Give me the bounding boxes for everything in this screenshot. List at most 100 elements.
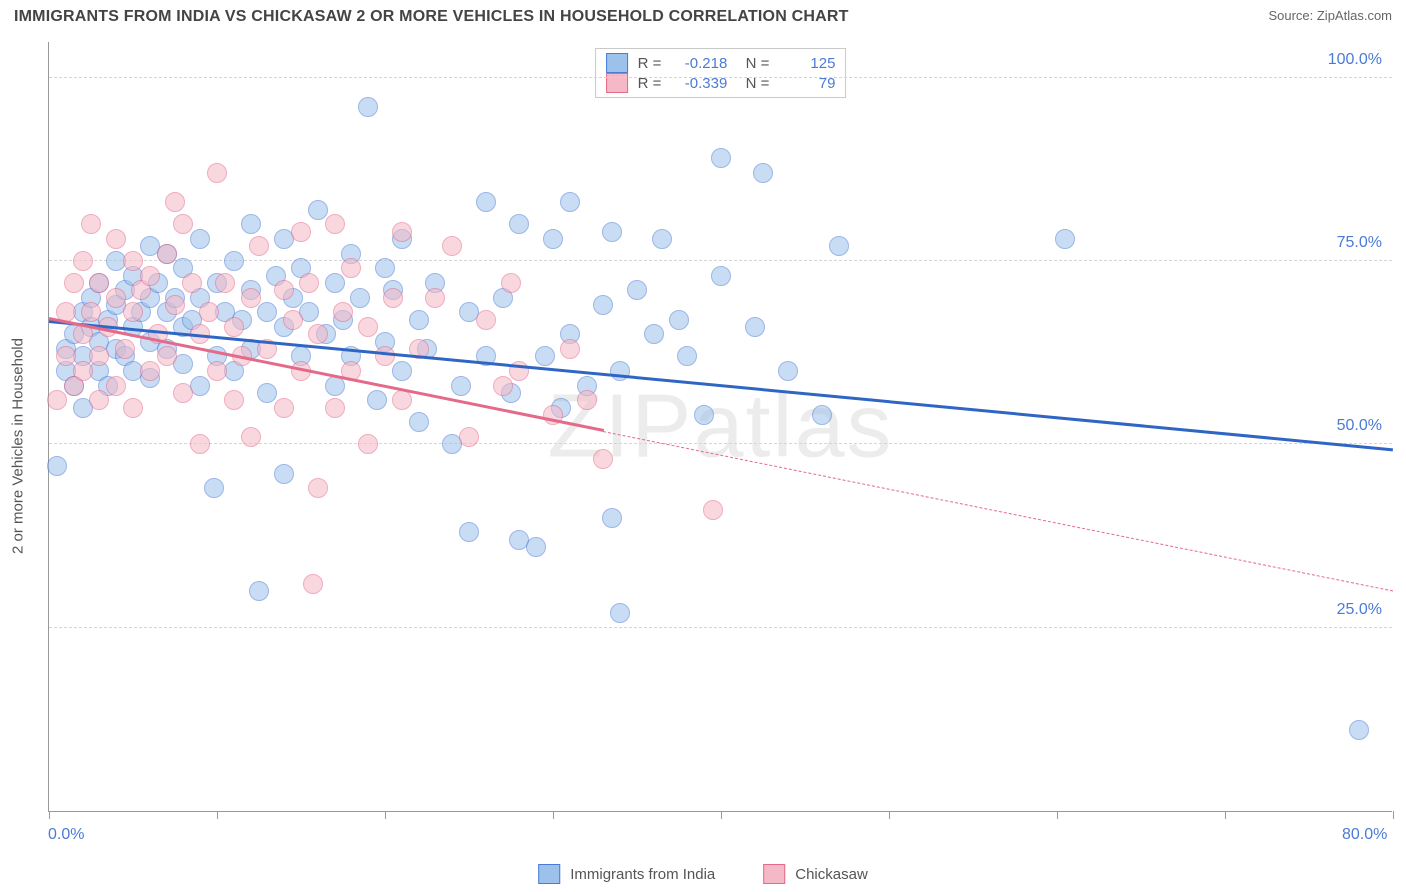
data-point xyxy=(190,434,210,454)
y-tick-label: 25.0% xyxy=(1333,601,1386,619)
legend-label: Immigrants from India xyxy=(570,866,715,883)
data-point xyxy=(602,508,622,528)
data-point xyxy=(123,302,143,322)
data-point xyxy=(560,192,580,212)
data-point xyxy=(711,148,731,168)
data-point xyxy=(89,273,109,293)
data-point xyxy=(249,581,269,601)
data-point xyxy=(257,302,277,322)
x-tick xyxy=(1393,811,1394,819)
y-axis-label: 2 or more Vehicles in Household xyxy=(10,338,27,554)
y-tick-label: 50.0% xyxy=(1333,417,1386,435)
data-point xyxy=(204,478,224,498)
data-point xyxy=(274,280,294,300)
data-point xyxy=(56,346,76,366)
data-point xyxy=(459,427,479,447)
series-legend: Immigrants from India Chickasaw xyxy=(538,864,868,884)
x-tick xyxy=(889,811,890,819)
stats-legend: R =-0.218 N =125R =-0.339 N =79 xyxy=(595,48,847,98)
data-point xyxy=(308,324,328,344)
legend-swatch xyxy=(606,53,628,73)
data-point xyxy=(493,376,513,396)
stat-n-value: 125 xyxy=(779,55,835,72)
x-tick xyxy=(1057,811,1058,819)
data-point xyxy=(215,273,235,293)
data-point xyxy=(451,376,471,396)
x-axis-max-label: 80.0% xyxy=(1342,826,1387,844)
data-point xyxy=(669,310,689,330)
data-point xyxy=(123,398,143,418)
data-point xyxy=(409,412,429,432)
data-point xyxy=(509,214,529,234)
data-point xyxy=(501,273,521,293)
stat-r-value: -0.218 xyxy=(671,55,727,72)
data-point xyxy=(73,251,93,271)
data-point xyxy=(1349,720,1369,740)
scatter-chart: ZIPatlas R =-0.218 N =125R =-0.339 N =79… xyxy=(48,42,1392,812)
data-point xyxy=(274,398,294,418)
data-point xyxy=(224,251,244,271)
stats-row: R = -0.218 N = 125 xyxy=(606,53,836,73)
data-point xyxy=(165,295,185,315)
data-point xyxy=(73,361,93,381)
x-tick xyxy=(217,811,218,819)
y-tick-label: 75.0% xyxy=(1333,234,1386,252)
data-point xyxy=(325,214,345,234)
stat-r-label: R = xyxy=(638,55,662,72)
data-point xyxy=(157,244,177,264)
data-point xyxy=(308,200,328,220)
data-point xyxy=(165,192,185,212)
data-point xyxy=(711,266,731,286)
gridline xyxy=(49,77,1392,78)
data-point xyxy=(47,390,67,410)
data-point xyxy=(392,390,412,410)
x-tick xyxy=(1225,811,1226,819)
data-point xyxy=(812,405,832,425)
data-point xyxy=(89,390,109,410)
data-point xyxy=(459,522,479,542)
data-point xyxy=(602,222,622,242)
data-point xyxy=(115,339,135,359)
data-point xyxy=(283,310,303,330)
data-point xyxy=(409,310,429,330)
data-point xyxy=(677,346,697,366)
data-point xyxy=(81,302,101,322)
data-point xyxy=(703,500,723,520)
data-point xyxy=(140,361,160,381)
data-point xyxy=(593,449,613,469)
legend-swatch xyxy=(763,864,785,884)
data-point xyxy=(64,273,84,293)
data-point xyxy=(190,229,210,249)
data-point xyxy=(627,280,647,300)
y-tick-label: 100.0% xyxy=(1324,51,1386,69)
chart-title: IMMIGRANTS FROM INDIA VS CHICKASAW 2 OR … xyxy=(14,8,849,26)
gridline xyxy=(49,627,1392,628)
data-point xyxy=(476,192,496,212)
data-point xyxy=(577,390,597,410)
data-point xyxy=(173,383,193,403)
data-point xyxy=(442,236,462,256)
data-point xyxy=(753,163,773,183)
data-point xyxy=(106,288,126,308)
data-point xyxy=(644,324,664,344)
data-point xyxy=(241,427,261,447)
data-point xyxy=(224,390,244,410)
data-point xyxy=(182,273,202,293)
data-point xyxy=(241,214,261,234)
data-point xyxy=(341,258,361,278)
x-tick xyxy=(49,811,50,819)
data-point xyxy=(425,288,445,308)
stat-n-label: N = xyxy=(737,55,769,72)
data-point xyxy=(106,376,126,396)
data-point xyxy=(157,346,177,366)
data-point xyxy=(224,317,244,337)
data-point xyxy=(173,214,193,234)
x-tick xyxy=(385,811,386,819)
data-point xyxy=(47,456,67,476)
legend-item: Chickasaw xyxy=(763,864,868,884)
data-point xyxy=(207,163,227,183)
legend-label: Chickasaw xyxy=(795,866,868,883)
data-point xyxy=(333,302,353,322)
data-point xyxy=(1055,229,1075,249)
x-axis-min-label: 0.0% xyxy=(48,826,84,844)
